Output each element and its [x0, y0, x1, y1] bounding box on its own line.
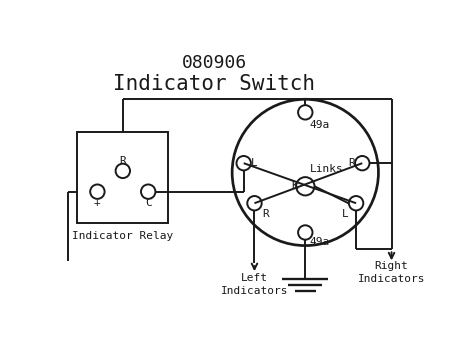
Text: L: L	[251, 158, 258, 168]
Text: Links: Links	[310, 164, 344, 174]
Text: L: L	[342, 209, 349, 219]
Text: 49a: 49a	[309, 120, 329, 130]
Text: Indicator Switch: Indicator Switch	[113, 74, 315, 94]
Text: Indicator Relay: Indicator Relay	[72, 230, 173, 240]
Text: 49a: 49a	[309, 237, 329, 247]
Bar	[77, 133, 168, 223]
Text: 080906: 080906	[182, 54, 247, 72]
Text: Left
Indicators: Left Indicators	[221, 273, 288, 297]
Text: +: +	[94, 198, 101, 208]
Text: C: C	[145, 198, 152, 208]
Text: Right
Indicators: Right Indicators	[358, 261, 425, 284]
Text: R: R	[348, 158, 355, 168]
Text: R: R	[119, 156, 126, 166]
Text: R: R	[262, 209, 269, 219]
Text: K: K	[291, 181, 298, 191]
